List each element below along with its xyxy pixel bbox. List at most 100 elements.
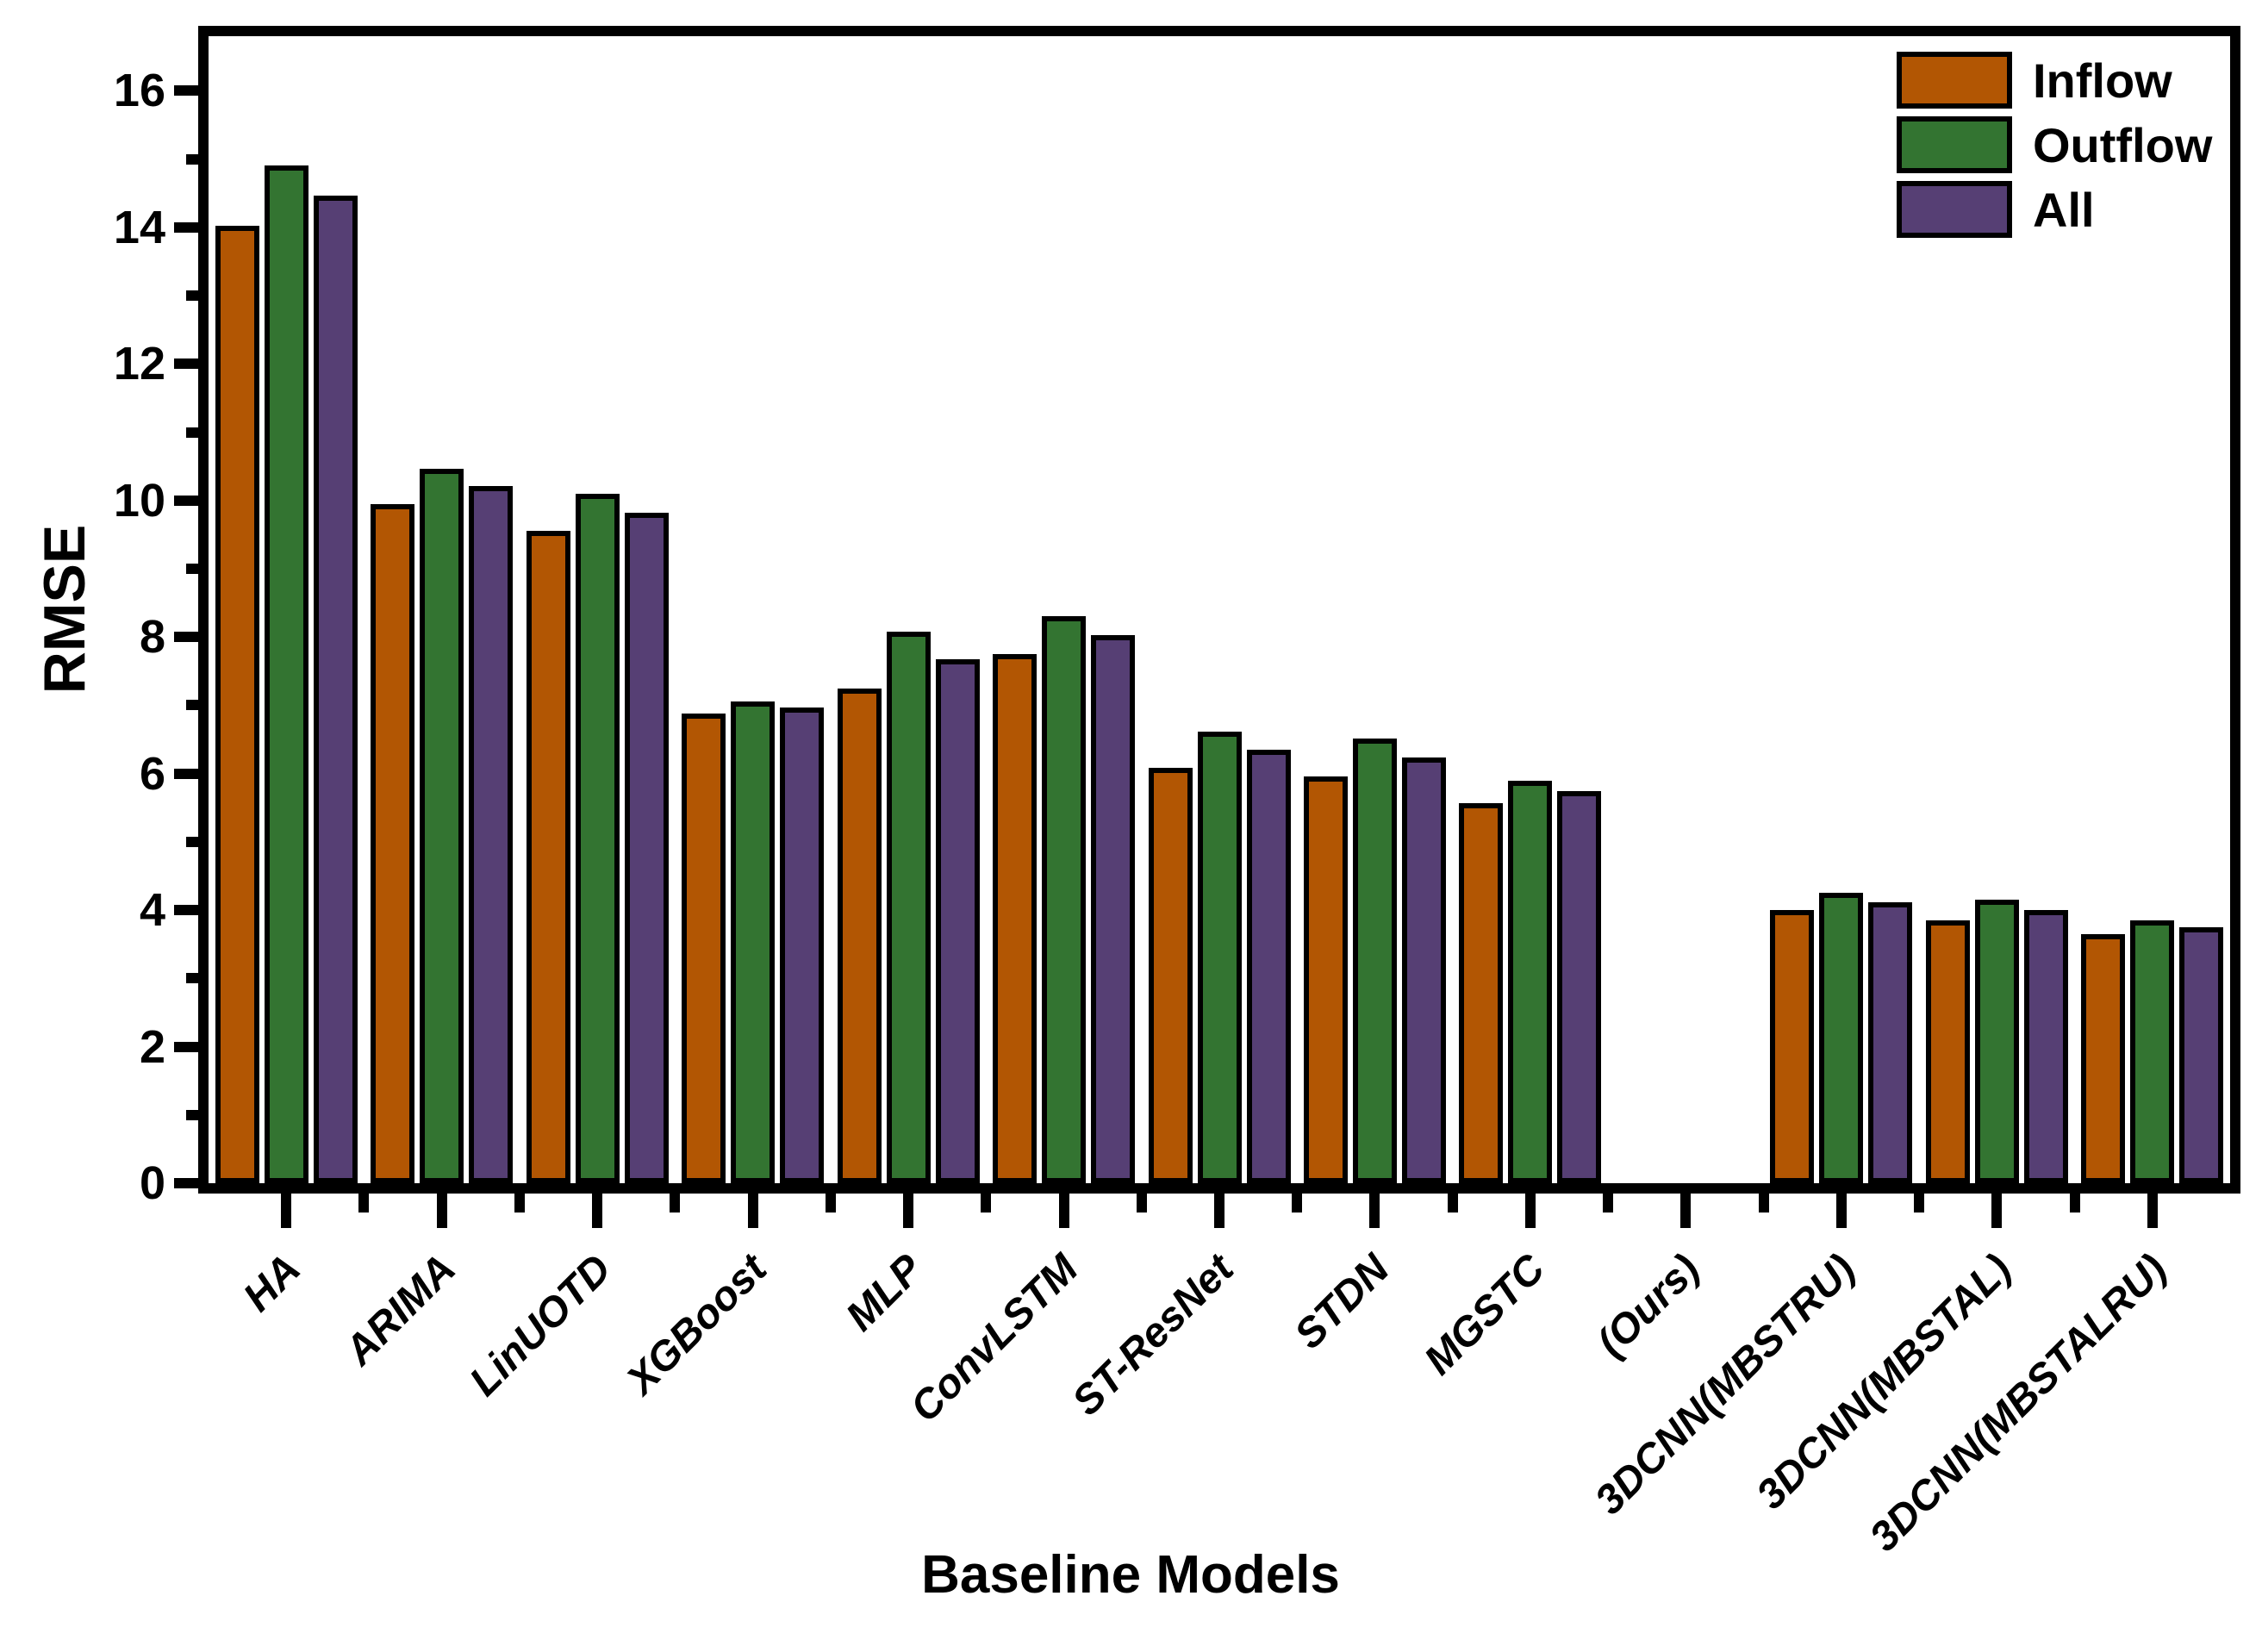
bar-inflow-mlp <box>837 688 882 1183</box>
x-tick-label-3dcnn-mbstru: 3DCNN(MBSTRU) <box>1586 1245 1865 1524</box>
legend-item-all: All <box>1897 181 2212 238</box>
x-minor-tick <box>1758 1194 1769 1213</box>
x-minor-tick <box>825 1194 836 1213</box>
all-swatch <box>1897 181 2012 238</box>
bar-inflow-st-resnet <box>1148 768 1193 1183</box>
y-tick-label: 4 <box>139 884 165 937</box>
inflow-swatch <box>1897 52 2012 109</box>
y-axis-title: RMSE <box>32 524 97 695</box>
y-major-tick <box>174 85 198 97</box>
bar-outflow-convlstm <box>1042 616 1087 1183</box>
y-tick-label: 12 <box>113 338 165 390</box>
y-minor-tick <box>186 427 198 438</box>
x-minor-tick <box>514 1194 525 1213</box>
x-major-tick <box>281 1194 292 1228</box>
y-major-tick <box>174 358 198 370</box>
x-major-tick <box>2147 1194 2158 1228</box>
x-major-tick <box>1369 1194 1380 1228</box>
bar-outflow-3dcnn-mbstru <box>1819 893 1864 1183</box>
x-major-tick <box>592 1194 603 1228</box>
y-tick-label: 6 <box>139 747 165 800</box>
x-tick-label-xgboost: XGBoost <box>618 1245 776 1404</box>
x-major-tick <box>1835 1194 1847 1228</box>
y-tick-label: 10 <box>113 474 165 527</box>
bar-all-mlp <box>935 659 980 1183</box>
legend-item-outflow: Outflow <box>1897 116 2212 173</box>
legend-item-inflow: Inflow <box>1897 52 2212 109</box>
y-tick-label: 0 <box>139 1157 165 1209</box>
y-minor-tick <box>186 290 198 302</box>
x-major-tick <box>1058 1194 1069 1228</box>
y-major-tick <box>174 1041 198 1052</box>
x-major-tick <box>436 1194 447 1228</box>
bar-inflow-convlstm <box>993 654 1038 1183</box>
x-major-tick <box>1680 1194 1692 1228</box>
outflow-swatch <box>1897 116 2012 173</box>
bar-all-xgboost <box>780 707 825 1183</box>
x-tick-label-mlp: MLP <box>837 1245 932 1340</box>
x-tick-label-arima: ARIMA <box>336 1245 465 1375</box>
bar-inflow-xgboost <box>682 713 726 1183</box>
bar-all-3dcnn-mbstru <box>1868 901 1913 1183</box>
x-minor-tick <box>1914 1194 1925 1213</box>
bar-outflow-3dcnn-mbstal <box>1974 900 2019 1183</box>
x-minor-tick <box>1447 1194 1458 1213</box>
x-major-tick <box>1214 1194 1224 1228</box>
y-major-tick <box>174 495 198 506</box>
x-minor-tick <box>1603 1194 1614 1213</box>
x-tick-label-convlstm: ConvLSTM <box>901 1245 1087 1431</box>
bar-inflow-ha <box>215 226 259 1183</box>
y-major-tick <box>174 768 198 779</box>
y-minor-tick <box>186 563 198 574</box>
bar-inflow-3dcnn-mbstalru <box>2081 933 2126 1183</box>
bar-inflow-3dcnn-mbstal <box>1925 920 1970 1183</box>
y-major-tick <box>174 905 198 916</box>
bar-all-mgstc <box>1557 791 1602 1183</box>
x-minor-tick <box>670 1194 681 1213</box>
y-major-tick <box>174 1178 198 1188</box>
bar-all-st-resnet <box>1246 749 1291 1183</box>
bar-outflow-mlp <box>886 631 931 1183</box>
x-major-tick <box>1991 1194 2003 1228</box>
bar-all-arima <box>469 486 514 1183</box>
bar-all-linuotd <box>624 513 669 1183</box>
bar-inflow-mgstc <box>1459 802 1504 1183</box>
x-minor-tick <box>1136 1194 1147 1213</box>
x-tick-label-3dcnn-mbstal: 3DCNN(MBSTAL) <box>1748 1245 2021 1518</box>
bar-inflow-stdn <box>1303 776 1348 1183</box>
x-minor-tick <box>981 1194 992 1213</box>
bar-inflow-linuotd <box>526 531 570 1183</box>
x-axis-title: Baseline Models <box>921 1545 1340 1605</box>
x-tick-label-ours: (Ours) <box>1588 1245 1710 1367</box>
x-tick-label-linuotd: LinUOTD <box>461 1245 620 1406</box>
bar-all-3dcnn-mbstalru <box>2179 926 2224 1183</box>
legend: Inflow Outflow All <box>1897 52 2212 246</box>
bar-all-3dcnn-mbstal <box>2023 910 2068 1183</box>
x-major-tick <box>747 1194 758 1228</box>
y-minor-tick <box>186 836 198 847</box>
x-tick-label-stdn: STDN <box>1286 1245 1399 1358</box>
bar-all-ha <box>313 196 358 1183</box>
y-minor-tick <box>186 700 198 711</box>
y-tick-label: 14 <box>113 201 165 253</box>
x-tick-label-3dcnn-mbstalru: 3DCNN(MBSTALRU) <box>1860 1245 2176 1561</box>
y-minor-tick <box>186 153 198 165</box>
y-tick-label: 16 <box>113 65 165 117</box>
y-major-tick <box>174 632 198 643</box>
bar-inflow-arima <box>371 503 415 1183</box>
legend-label-inflow: Inflow <box>2033 53 2172 108</box>
y-minor-tick <box>186 973 198 984</box>
bar-outflow-arima <box>420 468 464 1183</box>
x-minor-tick <box>1292 1194 1303 1213</box>
x-tick-label-ha: HA <box>234 1245 309 1321</box>
y-tick-label: 2 <box>139 1020 165 1073</box>
bar-outflow-stdn <box>1352 739 1397 1183</box>
bar-inflow-3dcnn-mbstru <box>1770 910 1815 1183</box>
bar-outflow-st-resnet <box>1197 731 1242 1183</box>
legend-label-outflow: Outflow <box>2033 117 2213 172</box>
bar-outflow-linuotd <box>575 493 620 1183</box>
bar-outflow-xgboost <box>731 701 776 1183</box>
bar-all-convlstm <box>1091 634 1136 1183</box>
x-minor-tick <box>2069 1194 2080 1213</box>
